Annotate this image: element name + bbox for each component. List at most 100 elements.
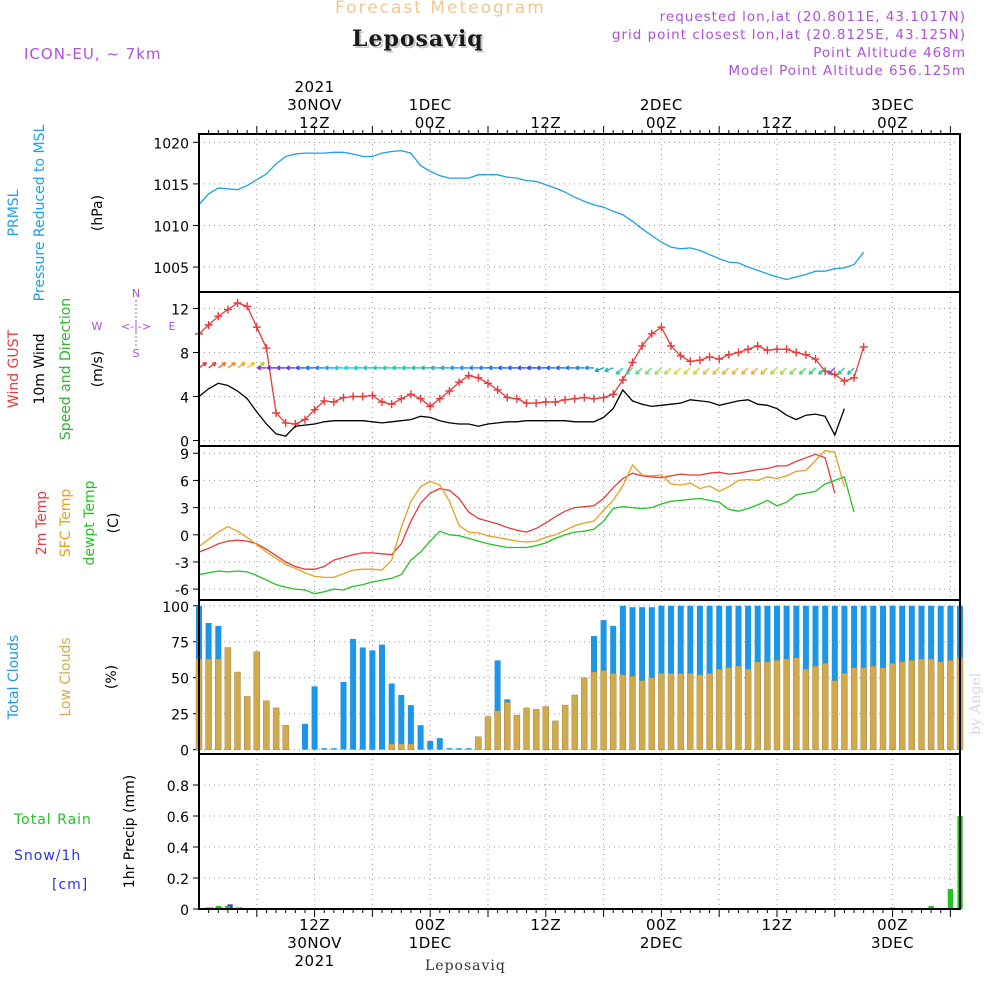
low-cloud-bar bbox=[793, 657, 800, 750]
wind-arrow-head bbox=[391, 365, 397, 371]
legend-temperature-2: dewpt Temp bbox=[82, 480, 98, 565]
wind-arrow bbox=[769, 367, 778, 375]
wind-arrow bbox=[382, 365, 392, 371]
bottom-time-label: 12Z bbox=[299, 916, 330, 934]
wind-arrow-shaft bbox=[721, 367, 730, 375]
wind-arrow-head bbox=[663, 370, 669, 375]
gust-marker bbox=[426, 402, 435, 411]
total-cloud-bar bbox=[311, 686, 318, 750]
series-line-pressure-0 bbox=[198, 149, 865, 281]
top-time-label: 12Z bbox=[299, 114, 330, 132]
y-tick-label: 12 bbox=[171, 303, 189, 319]
y-tick-label: 0.6 bbox=[167, 810, 189, 826]
y-tick-label: 0.8 bbox=[167, 779, 189, 795]
low-cloud-bar bbox=[484, 716, 492, 750]
legend-temperature-3: (C) bbox=[106, 513, 122, 534]
wind-arrow-shaft bbox=[227, 362, 236, 369]
total-cloud-bar bbox=[350, 638, 357, 750]
wind-arrow bbox=[555, 365, 566, 371]
rain-bar bbox=[215, 905, 221, 909]
wind-arrow-head bbox=[517, 365, 522, 371]
wind-arrow-head bbox=[266, 365, 271, 371]
wind-arrow bbox=[227, 362, 236, 369]
low-cloud-bar bbox=[918, 658, 925, 750]
low-cloud-bar bbox=[735, 666, 742, 750]
gust-marker bbox=[464, 371, 473, 380]
total-cloud-bar bbox=[388, 683, 395, 750]
low-cloud-bar bbox=[725, 667, 732, 750]
gust-marker bbox=[310, 405, 319, 414]
wind-compass: N W <-|-> E S bbox=[92, 287, 176, 360]
wind-arrow-head bbox=[750, 370, 756, 375]
total-cloud-bar bbox=[465, 748, 472, 750]
legend-precip-axis: 1hr Precip (mm) bbox=[122, 775, 138, 888]
low-cloud-bar bbox=[552, 720, 559, 750]
gust-marker bbox=[406, 390, 415, 399]
legend-clouds-1: Low Clouds bbox=[58, 637, 74, 716]
y-tick-label: -3 bbox=[175, 556, 189, 572]
gust-marker bbox=[223, 305, 232, 314]
wind-arrow-head bbox=[257, 365, 262, 371]
wind-arrow-head bbox=[488, 365, 493, 371]
low-cloud-bar bbox=[523, 707, 530, 750]
low-cloud-bar bbox=[475, 736, 482, 750]
wind-arrow-head bbox=[382, 365, 387, 371]
gust-marker bbox=[850, 373, 859, 382]
y-tick-label: 0 bbox=[180, 435, 189, 451]
wind-arrow bbox=[526, 365, 537, 371]
low-cloud-bar bbox=[590, 671, 598, 750]
wind-arrow-head bbox=[574, 365, 580, 371]
low-cloud-bar bbox=[224, 647, 232, 750]
wind-arrow-shaft bbox=[644, 367, 653, 375]
gust-marker bbox=[233, 299, 242, 307]
wind-arrow-head bbox=[507, 365, 512, 371]
wind-arrow-head bbox=[594, 367, 600, 373]
wind-arrow bbox=[565, 365, 575, 371]
wind-arrow-shaft bbox=[673, 367, 682, 375]
top-time-label: 00Z bbox=[646, 114, 677, 132]
bottom-time-label: 2DEC bbox=[640, 934, 683, 952]
wind-arrow bbox=[837, 367, 845, 375]
wind-arrow bbox=[488, 365, 498, 371]
y-tick-label: 1010 bbox=[153, 219, 189, 235]
wind-arrow-shaft bbox=[760, 367, 768, 375]
wind-arrow-head bbox=[469, 365, 474, 371]
wind-arrow-head bbox=[827, 370, 833, 375]
bottom-time-label: 12Z bbox=[762, 916, 793, 934]
wind-arrow bbox=[237, 362, 246, 369]
legend-wind-0: Wind GUST bbox=[6, 329, 22, 408]
low-cloud-bar bbox=[927, 658, 935, 750]
wind-arrow-head bbox=[702, 370, 708, 375]
low-cloud-bar bbox=[783, 658, 790, 750]
wind-arrow bbox=[208, 362, 217, 369]
wind-arrow bbox=[721, 367, 730, 375]
wind-arrow bbox=[789, 367, 797, 375]
wind-arrow-head bbox=[712, 370, 717, 375]
wind-arrow bbox=[663, 367, 672, 375]
y-tick-label: 0 bbox=[180, 744, 189, 760]
wind-arrow-head bbox=[760, 370, 766, 375]
wind-arrow-head bbox=[584, 365, 589, 371]
total-cloud-bar bbox=[321, 748, 328, 750]
wind-arrow-head bbox=[202, 362, 207, 367]
wind-arrow bbox=[266, 365, 277, 371]
model-label: ICON-EU, ~ 7km bbox=[24, 45, 162, 63]
wind-arrow-shaft bbox=[237, 362, 246, 369]
total-cloud-bar bbox=[340, 682, 347, 750]
low-cloud-bar bbox=[243, 696, 251, 750]
wind-arrow bbox=[343, 365, 354, 371]
wind-arrow-shaft bbox=[217, 362, 227, 369]
wind-arrow bbox=[644, 367, 653, 375]
wind-arrow bbox=[584, 365, 594, 371]
wind-arrow bbox=[217, 362, 227, 369]
wind-arrow bbox=[497, 365, 508, 371]
legend-temperature-1: SFC Temp bbox=[58, 489, 74, 558]
wind-arrow bbox=[731, 367, 739, 375]
low-cloud-bar bbox=[282, 725, 289, 750]
low-cloud-bar bbox=[253, 651, 261, 750]
low-cloud-bar bbox=[494, 710, 501, 750]
legend-precip-unit: [cm] bbox=[52, 877, 88, 893]
bottom-time-label: 00Z bbox=[415, 916, 446, 934]
low-cloud-bar bbox=[822, 663, 829, 750]
gust-marker bbox=[262, 344, 271, 353]
